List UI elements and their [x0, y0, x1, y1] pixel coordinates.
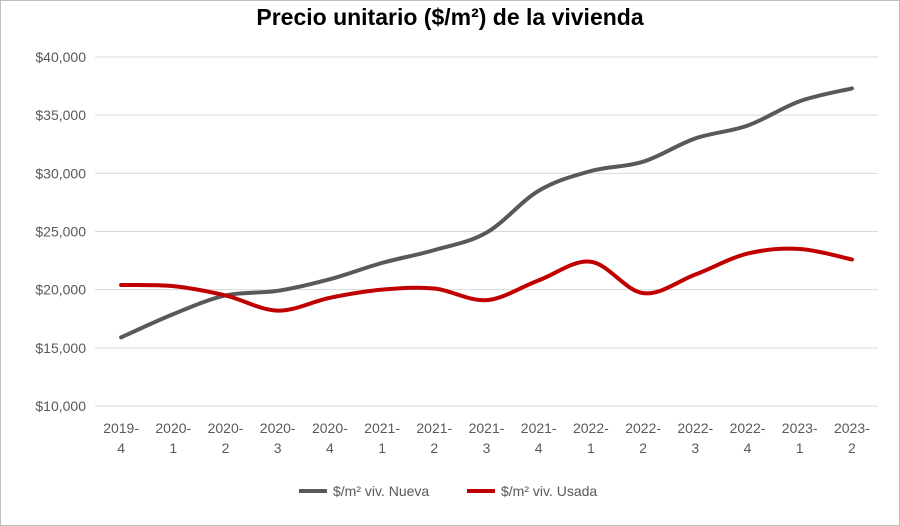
legend-label-usada: $/m² viv. Usada — [501, 483, 598, 499]
x-tick-label: 2023-2 — [834, 420, 870, 456]
y-tick-label: $10,000 — [35, 398, 86, 414]
chart-title: Precio unitario ($/m²) de la vivienda — [256, 4, 644, 30]
legend-item-usada: $/m² viv. Usada — [467, 483, 597, 499]
x-tick-label: 2020-4 — [312, 420, 348, 456]
x-tick-label: 2023-1 — [782, 420, 818, 456]
y-tick-label: $40,000 — [35, 49, 86, 65]
x-tick-label: 2021-1 — [364, 420, 400, 456]
x-tick-label: 2020-3 — [260, 420, 296, 456]
y-tick-label: $25,000 — [35, 224, 86, 240]
x-tick-label: 2019-4 — [103, 420, 139, 456]
legend-swatch-usada — [467, 489, 495, 493]
y-tick-label: $20,000 — [35, 282, 86, 298]
y-tick-label: $15,000 — [35, 340, 86, 356]
legend-label-nueva: $/m² viv. Nueva — [333, 483, 430, 499]
x-tick-label: 2021-3 — [469, 420, 505, 456]
series-line-nueva — [119, 86, 854, 340]
x-tick-label: 2022-3 — [677, 420, 713, 456]
legend-item-nueva: $/m² viv. Nueva — [299, 483, 429, 499]
x-tick-label: 2022-1 — [573, 420, 609, 456]
x-tick-label: 2021-4 — [521, 420, 557, 456]
x-tick-label: 2020-1 — [155, 420, 191, 456]
x-tick-label: 2022-2 — [625, 420, 661, 456]
series-line-usada — [119, 246, 854, 313]
legend: $/m² viv. Nueva $/m² viv. Usada — [0, 483, 900, 507]
x-tick-label: 2020-2 — [208, 420, 244, 456]
x-tick-label: 2022-4 — [730, 420, 766, 456]
legend-swatch-nueva — [299, 489, 327, 493]
y-tick-label: $30,000 — [35, 165, 86, 181]
x-tick-label: 2021-2 — [416, 420, 452, 456]
y-tick-label: $35,000 — [35, 107, 86, 123]
